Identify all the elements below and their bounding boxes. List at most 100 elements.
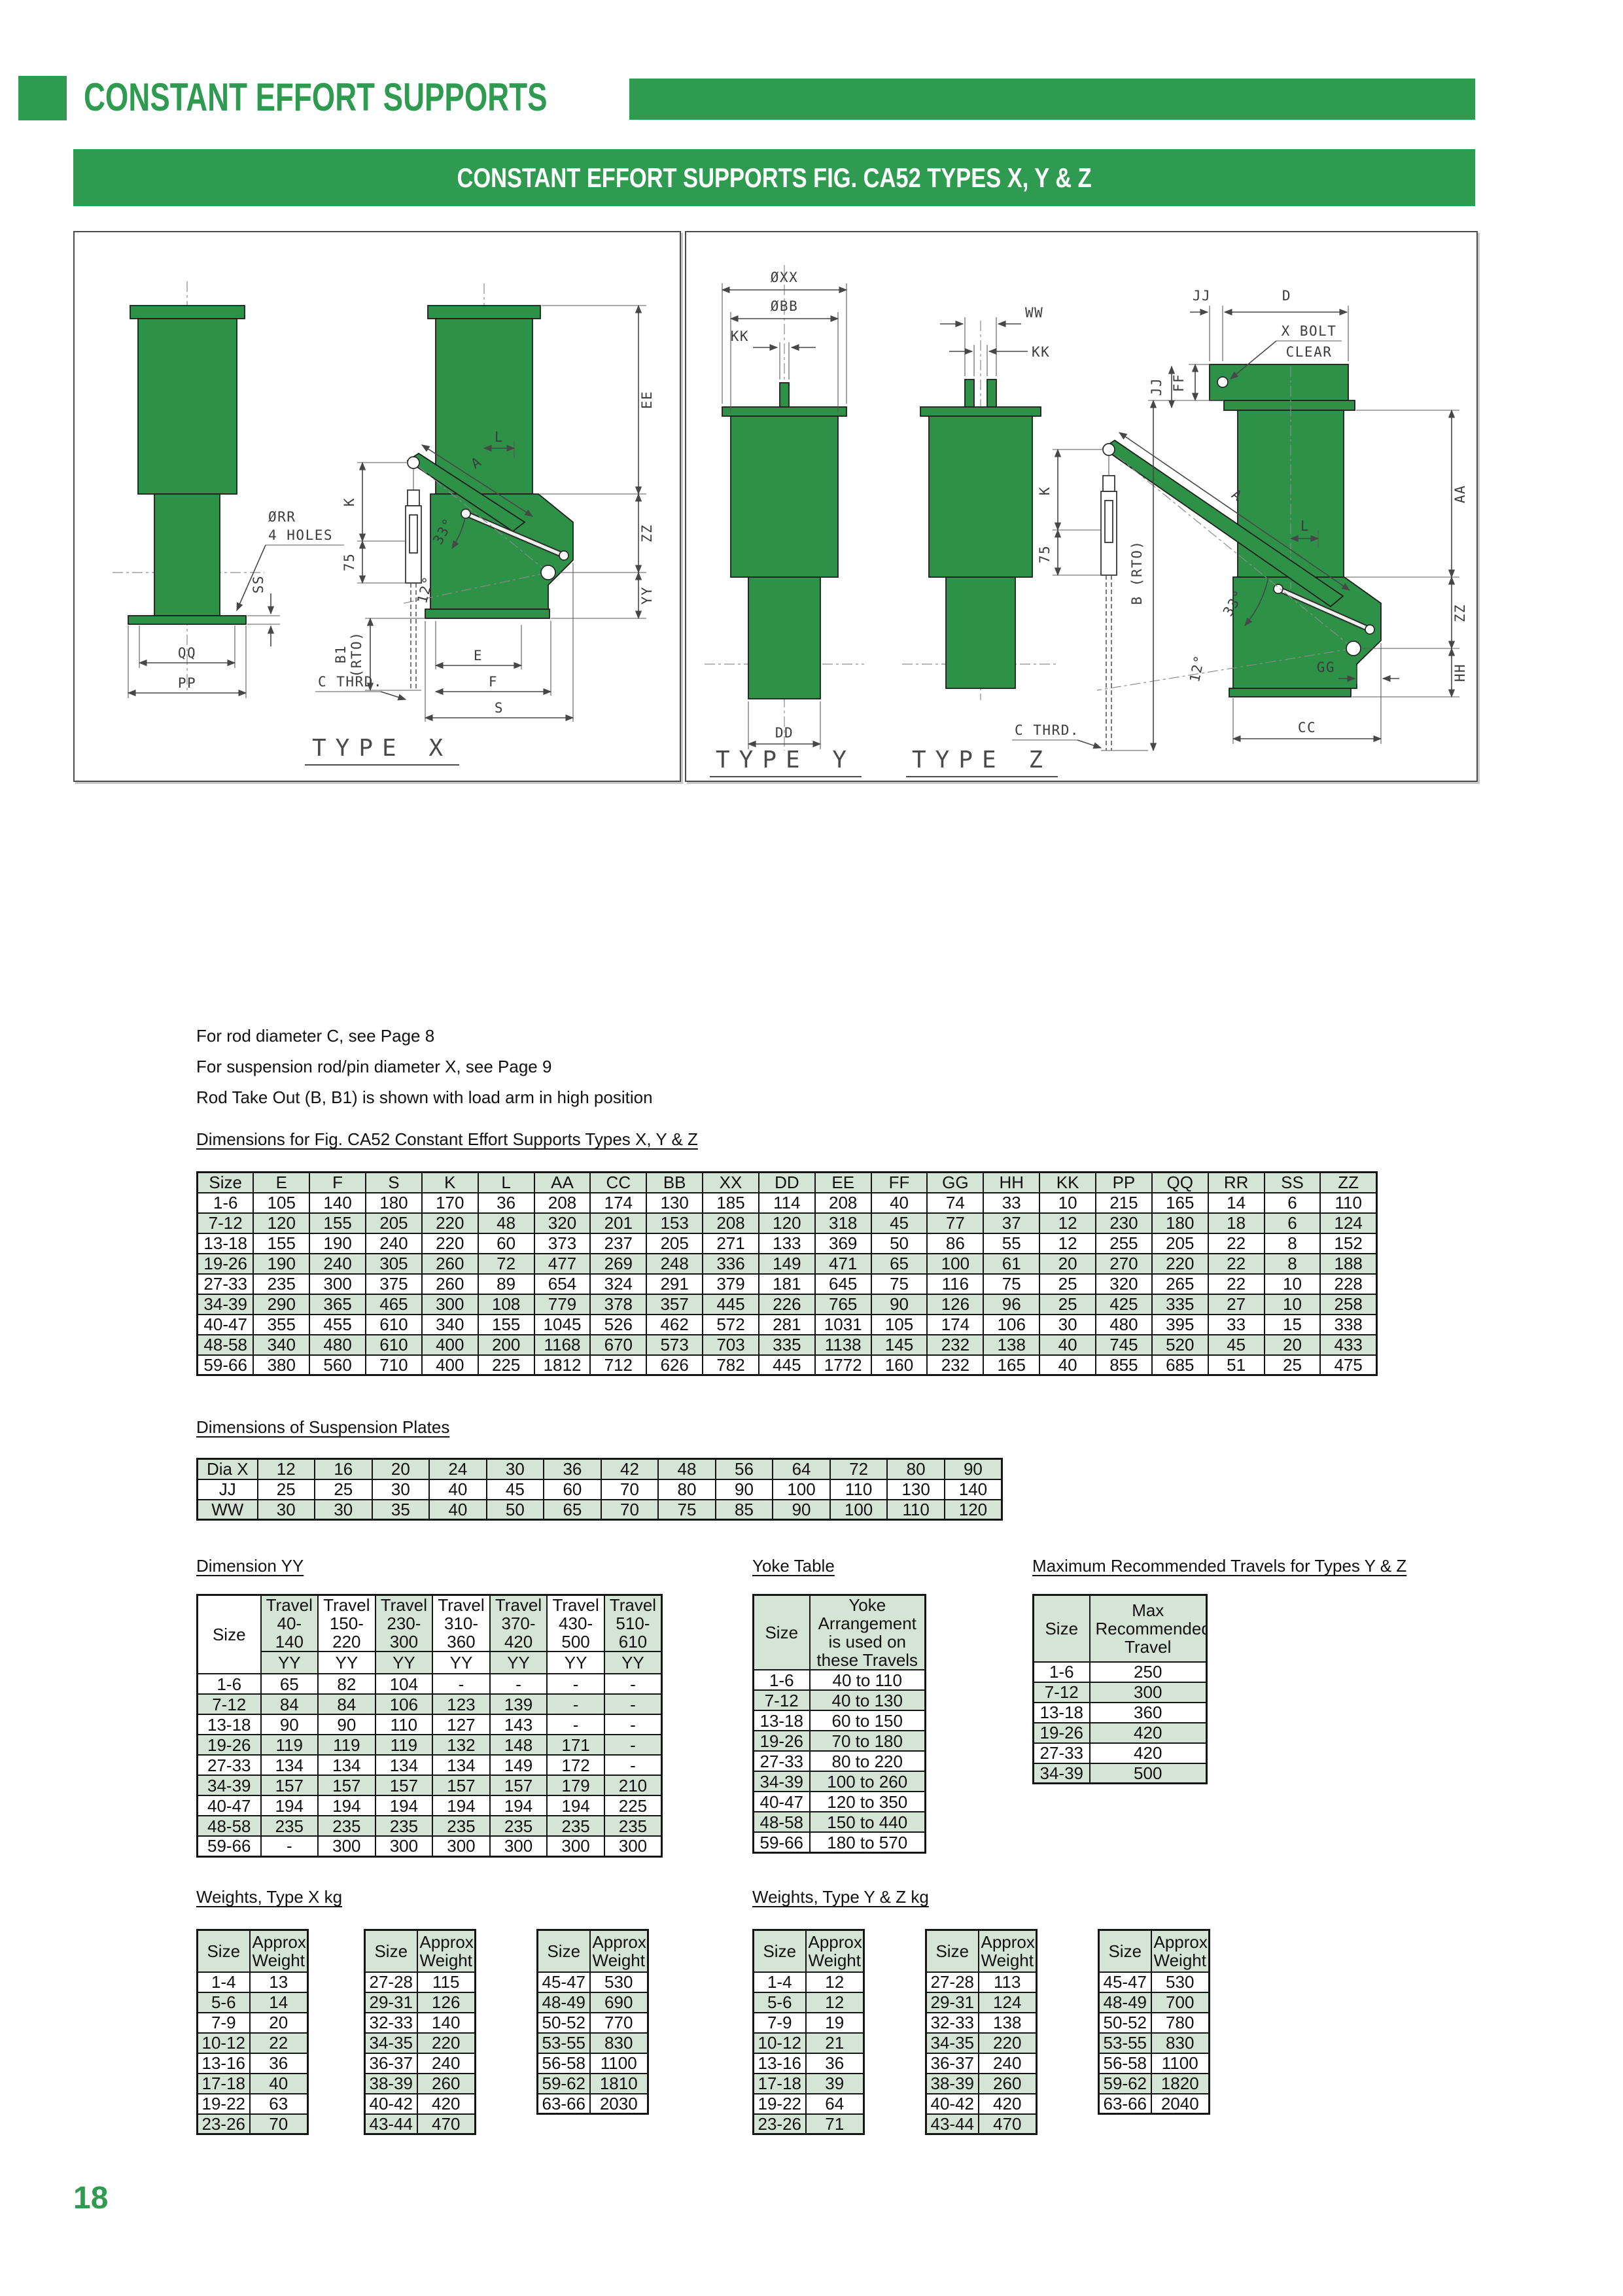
table-cell: 205: [646, 1232, 704, 1254]
table-cell: 770: [589, 2011, 649, 2034]
table-cell: 19: [805, 2011, 865, 2034]
table-cell: -: [546, 1673, 605, 1695]
table-cell: 190: [253, 1252, 311, 1275]
table-cell: 2040: [1150, 2093, 1210, 2115]
yy-sub-1: YY: [260, 1651, 319, 1675]
dim-label-zz: ZZ: [639, 524, 655, 542]
table-cell: 180: [1151, 1212, 1209, 1234]
dim-label-dd: DD: [775, 725, 794, 741]
table-cell: 27: [1207, 1293, 1265, 1315]
table-cell: 462: [646, 1313, 704, 1335]
table-cell: 27-28: [925, 1971, 979, 1993]
page-number: 18: [73, 2181, 109, 2216]
yy-travel-col-5: Travel 370-420: [489, 1594, 548, 1653]
yy-size-header: Size: [196, 1594, 262, 1675]
suspension-plates-table: Dia X 12 16 20 24 30 36 42 48 56 64 72 80 90 JJ 25 25 30 4…: [196, 1458, 1003, 1521]
note-rod-diameter: For rod diameter C, see Page 8: [196, 1026, 435, 1046]
table-cell: 64: [772, 1458, 831, 1480]
table-cell: 72: [477, 1252, 535, 1275]
table-cell: 271: [702, 1232, 759, 1254]
table-cell: 72: [829, 1458, 888, 1480]
table-cell: 53-55: [1098, 2032, 1152, 2054]
table-row: 19-26 420: [1032, 1722, 1208, 1744]
table-cell: 340: [421, 1313, 479, 1335]
table-cell: 235: [603, 1815, 663, 1837]
table-cell: 140: [309, 1192, 367, 1214]
column-header: XX: [702, 1171, 759, 1193]
table-cell: 45: [485, 1478, 545, 1500]
table-row: 27-28 113: [925, 1971, 1038, 1993]
table-cell: 855: [1095, 1354, 1153, 1376]
table-cell: 560: [309, 1354, 367, 1376]
table-cell: 232: [926, 1354, 985, 1376]
weights-yz-heading: Weights, Type Y & Z kg: [752, 1887, 929, 1907]
column-header: E: [253, 1171, 311, 1193]
yy-travel-col-7: Travel 510-610: [603, 1594, 663, 1653]
suspension-heading: Dimensions of Suspension Plates: [196, 1417, 450, 1437]
table-cell: 45-47: [1098, 1971, 1152, 1993]
table-row: 13-18 60 to 150: [752, 1710, 926, 1732]
dim-label-cc: CC: [1298, 720, 1316, 735]
type-y-z-drawing: ØXX ØBB KK DD TYPE Y: [705, 265, 1468, 777]
table-cell: 19-22: [196, 2093, 251, 2115]
table-row: Dia X 12 16 20 24 30 36 42 48 56 64 72 80 90: [196, 1458, 1003, 1480]
table-cell: 20: [371, 1458, 430, 1480]
table-cell: 369: [814, 1232, 872, 1254]
page-title: CONSTANT EFFORT SUPPORTS: [84, 73, 693, 120]
table-cell: 19-26: [196, 1252, 254, 1275]
table-cell: 40-42: [925, 2093, 979, 2115]
table-row: 29-31 126: [364, 1991, 476, 2013]
type-y-caption: TYPE Y: [716, 747, 856, 773]
table-cell: 18: [1207, 1212, 1265, 1234]
table-cell: 85: [714, 1498, 774, 1521]
table-cell: 80 to 220: [809, 1750, 926, 1773]
table-cell: 40: [428, 1478, 487, 1500]
table-cell: 90: [943, 1458, 1003, 1480]
table-cell: -: [603, 1693, 663, 1716]
table-cell: 40-47: [752, 1791, 811, 1813]
table-row: 5-6 14: [196, 1991, 309, 2013]
table-cell: 30: [1039, 1313, 1096, 1335]
column-header: BB: [646, 1171, 704, 1193]
table-cell: 745: [1095, 1333, 1153, 1356]
figure-banner: CONSTANT EFFORT SUPPORTS FIG. CA52 TYPES…: [73, 149, 1475, 206]
table-cell: 27-33: [196, 1754, 262, 1776]
dim-label-l-z: L: [1300, 518, 1310, 534]
dim-label-yy: YY: [639, 586, 655, 605]
table-cell: 232: [926, 1333, 985, 1356]
table-cell: 120: [943, 1498, 1003, 1521]
column-header: PP: [1095, 1171, 1153, 1193]
table-row: 48-58 150 to 440: [752, 1811, 926, 1833]
table-cell: 50-52: [1098, 2011, 1152, 2034]
table-cell: 380: [253, 1354, 311, 1376]
size-header: Size: [536, 1929, 591, 1973]
note-rod-take-out: Rod Take Out (B, B1) is shown with load …: [196, 1087, 653, 1107]
table-cell: 433: [1319, 1333, 1378, 1356]
dim-label-ss: SS: [251, 575, 266, 593]
approx-weight-header: Approx Weight: [416, 1929, 476, 1973]
table-cell: JJ: [196, 1478, 258, 1500]
table-cell: 50: [485, 1498, 545, 1521]
type-z-caption: TYPE Z: [912, 747, 1052, 773]
table-cell: 32-33: [925, 2011, 979, 2034]
table-cell: 113: [977, 1971, 1038, 1993]
table-cell: 420: [1089, 1742, 1208, 1764]
table-cell: 220: [421, 1232, 479, 1254]
table-cell: 40 to 130: [809, 1689, 926, 1712]
table-cell: 22: [249, 2032, 309, 2054]
table-cell: 318: [814, 1212, 872, 1234]
table-cell: 34-39: [196, 1775, 262, 1797]
table-cell: 270: [1095, 1252, 1153, 1275]
table-cell: 140: [943, 1478, 1003, 1500]
table-cell: 139: [489, 1693, 548, 1716]
dim-label-orr: ØRR: [268, 509, 296, 525]
table-cell: 255: [1095, 1232, 1153, 1254]
table-cell: 74: [926, 1192, 985, 1214]
table-cell: 25: [256, 1478, 316, 1500]
table-cell: 235: [546, 1815, 605, 1837]
table-cell: 60 to 150: [809, 1710, 926, 1732]
table-cell: 23-26: [752, 2113, 807, 2135]
table-cell: 130: [886, 1478, 945, 1500]
table-cell: 59-66: [196, 1835, 262, 1858]
table-cell: 373: [533, 1232, 591, 1254]
